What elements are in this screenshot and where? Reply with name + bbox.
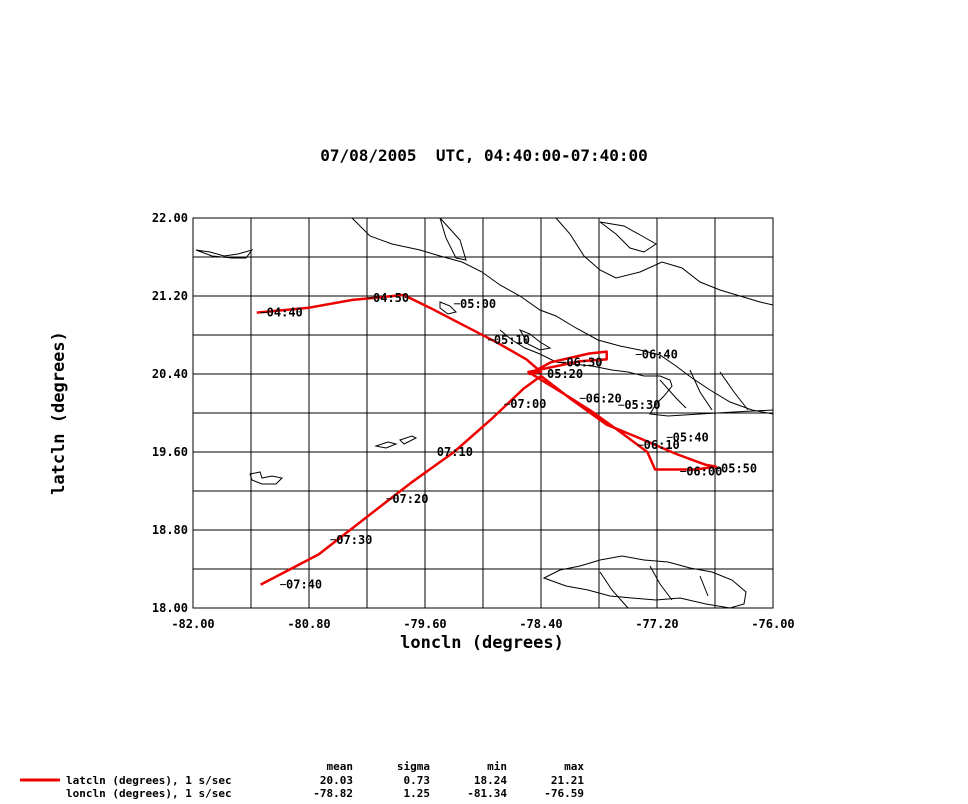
stats-table: mean sigma min max latcln (degrees), 1 s/sec… — [20, 760, 584, 800]
bahamas-inner — [599, 221, 657, 253]
time-stamp-label: 05:40 — [673, 430, 709, 444]
time-stamp-label: 07:40 — [286, 578, 322, 592]
x-tick-label: -78.40 — [519, 617, 562, 631]
y-tick-label: 22.00 — [152, 211, 188, 225]
stats-header-mean: mean — [327, 760, 354, 773]
y-tick-label: 21.20 — [152, 289, 188, 303]
chart-title: 07/08/2005 UTC, 04:40:00-07:40:00 — [320, 146, 648, 165]
x-axis-ticks: -82.00 -80.80 -79.60 -78.40 -77.20 -76.00 — [171, 617, 794, 631]
stats-cell-sigma: 0.73 — [404, 774, 431, 787]
stats-cell-mean: -78.82 — [313, 787, 353, 800]
stats-row-label: loncln (degrees), 1 s/sec — [66, 787, 232, 800]
time-stamp-label: 07:20 — [392, 492, 428, 506]
y-axis-ticks: 18.00 18.80 19.60 20.40 21.20 22.00 — [152, 211, 188, 615]
time-stamp-label: 04:40 — [267, 306, 303, 320]
stats-header-sigma: sigma — [397, 760, 430, 773]
time-stamp-label: 05:10 — [494, 333, 530, 347]
x-tick-label: -76.00 — [751, 617, 794, 631]
island-cluster-1 — [439, 301, 457, 315]
time-stamp-label: 05:50 — [721, 462, 757, 476]
coastline-map — [195, 217, 774, 609]
jamaica-rivers — [599, 565, 709, 609]
time-stamp-label: 05:00 — [460, 297, 496, 311]
grand-cayman — [249, 471, 284, 485]
y-tick-label: 18.80 — [152, 523, 188, 537]
stats-row-label: latcln (degrees), 1 s/sec — [66, 774, 232, 787]
stats-cell-mean: 20.03 — [320, 774, 353, 787]
time-stamp-label: 05:20 — [547, 367, 583, 381]
time-stamp-label: 06:30 — [566, 355, 602, 369]
y-tick-label: 20.40 — [152, 367, 188, 381]
stats-cell-max: -76.59 — [544, 787, 584, 800]
stats-cell-min: -81.34 — [467, 787, 507, 800]
time-stamp-label: 06:10 — [644, 438, 680, 452]
grid-lines — [193, 218, 773, 608]
cayman-islands — [374, 435, 418, 449]
plot-area: 04:40 04:50 05:00 05:10 05:20 05:30 05:40 05:50… — [192, 217, 774, 609]
time-stamp-label: 06:20 — [586, 391, 622, 405]
stats-header-max: max — [564, 760, 584, 773]
bahamas-coast — [555, 217, 774, 306]
island-cluster-2 — [518, 329, 552, 351]
y-axis-label: latcln (degrees) — [49, 331, 69, 495]
island-top-mid — [439, 217, 467, 261]
jamaica-coast — [542, 555, 747, 609]
time-stamp-label: 05:30 — [624, 398, 660, 412]
time-stamp-label: 07:30 — [336, 533, 372, 547]
time-stamp-label: 07:00 — [510, 397, 546, 411]
stats-cell-min: 18.24 — [474, 774, 507, 787]
stats-cell-sigma: 1.25 — [404, 787, 431, 800]
stats-header-min: min — [487, 760, 507, 773]
x-tick-label: -79.60 — [403, 617, 446, 631]
cuba-east-rivers — [659, 369, 749, 411]
time-stamp-label: 06:00 — [686, 465, 722, 479]
cuba-south-coast — [499, 329, 774, 417]
x-tick-label: -77.20 — [635, 617, 678, 631]
y-tick-label: 18.00 — [152, 601, 188, 615]
x-tick-label: -82.00 — [171, 617, 214, 631]
time-stamp-labels: 04:40 04:50 05:00 05:10 05:20 05:30 05:40 05:50… — [260, 291, 757, 592]
x-axis-label: loncln (degrees) — [400, 633, 564, 653]
time-stamp-label: 07:10 — [437, 445, 473, 459]
y-tick-label: 19.60 — [152, 445, 188, 459]
time-stamp-label: 06:40 — [642, 348, 678, 362]
time-stamp-label: 04:50 — [373, 291, 409, 305]
stats-cell-max: 21.21 — [551, 774, 584, 787]
cuba-north-coast — [351, 217, 774, 415]
x-tick-label: -80.80 — [287, 617, 330, 631]
florida-keys-fragment — [195, 249, 254, 259]
